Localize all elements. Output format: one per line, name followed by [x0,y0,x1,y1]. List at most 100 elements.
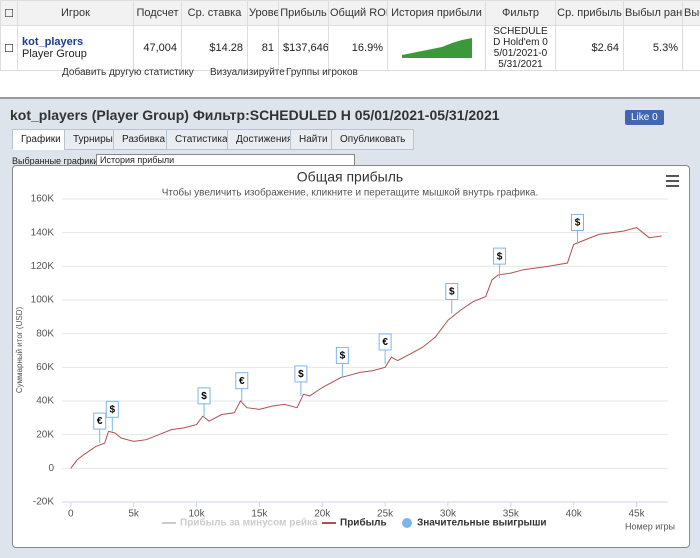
legend-symbol [402,518,412,528]
checkbox[interactable]: ☐ [0,0,18,26]
header[interactable]: Выбыл рано [623,0,683,26]
x-tick-label: 35k [503,509,520,520]
flag-label: $ [449,287,455,298]
x-tick-label: 15k [251,509,268,520]
chart-title: Общая прибыль [297,169,403,185]
flag-box [93,412,107,430]
header[interactable]: История прибыли [387,0,486,26]
toolbar-button[interactable]: Добавить другую статистику [62,67,194,78]
flag-box [493,247,507,265]
profit-line [70,227,662,469]
x-tick-label: 40k [566,509,583,520]
flag-label: € [382,337,388,348]
panel-title: kot_players (Player Group) Фильтр:SCHEDU… [10,107,500,123]
flag-label: $ [497,251,503,262]
sparkline [401,37,472,58]
x-tick-label: 30k [440,509,457,520]
cell: 5.3% [623,25,683,71]
cell: $14.28 [181,25,248,71]
y-tick-label: 40K [36,396,54,407]
header[interactable]: Выбы [682,0,700,26]
x-tick-label: 5k [128,509,140,520]
tab[interactable]: Найти [290,129,337,150]
header[interactable]: Игрок [17,0,134,26]
legend-item: Прибыль [340,517,387,529]
x-tick-label: 45k [629,509,646,520]
flag-box [335,346,349,364]
y-tick-label: 120K [31,261,55,272]
flag-box [235,372,249,390]
flag: $ [294,365,308,396]
player-cell: kot_players Player Group [17,25,134,71]
flag-box [105,400,119,418]
x-axis-label: Номер игры [625,521,675,531]
header[interactable]: Прибыль [278,0,329,26]
player-link[interactable]: kot_players [22,36,84,48]
flag-box [445,282,459,300]
like-button[interactable]: Like 0 [625,110,664,125]
tab[interactable]: Графики [12,129,70,150]
flag-label: € [239,376,245,387]
tab[interactable]: Разбивка [113,129,175,150]
flag: $ [105,400,119,432]
sparkline-cell [387,25,486,71]
header[interactable]: Подсчет [133,0,182,26]
flag-box [197,387,211,405]
flag-label: $ [298,369,304,380]
cell: $2.64 [555,25,624,71]
y-tick-label: 80K [36,328,54,339]
header[interactable]: Ср. прибыль [555,0,624,26]
chart-subtitle: Чтобы увеличить изображение, кликните и … [162,187,539,199]
y-tick-label: 0 [48,463,54,474]
header[interactable]: Общий ROI [328,0,388,26]
flag-label: € [97,416,103,427]
flag-label: $ [340,351,346,362]
tab[interactable]: Статистика [166,129,237,150]
flag: $ [445,282,459,314]
x-tick-label: 20k [314,509,331,520]
y-tick-label: 60K [36,362,54,373]
cell: 47,004 [133,25,182,71]
tab[interactable]: Опубликовать [331,129,415,150]
like-count: 0 [652,112,658,123]
cell: 16.9% [328,25,388,71]
x-tick-label: 25k [377,509,394,520]
y-tick-label: 160K [31,194,55,205]
checkbox[interactable]: ☐ [0,25,18,71]
toolbar-button[interactable]: Группы игроков [286,67,358,78]
flag: $ [570,213,584,245]
menu-button[interactable] [666,175,679,187]
toolbar-button[interactable]: Визуализируйте [210,67,285,78]
flag: € [93,412,107,444]
y-axis-label: Суммарный итог (USD) [15,307,24,394]
header[interactable]: Фильтр [485,0,556,26]
header[interactable]: Урове [247,0,279,26]
y-tick-label: 20K [36,429,54,440]
flag: $ [335,346,349,378]
stats-table: ☐ Игрок Подсчет Ср. ставка Урове Прибыль… [0,0,700,71]
x-tick-label: 0 [68,509,74,520]
like-text: Like [631,112,650,123]
y-tick-label: 140K [31,227,55,238]
header[interactable]: Ср. ставка [181,0,248,26]
selector-label: Выбранные графики: [12,156,101,166]
flag-box [294,365,308,383]
legend-item: Значительные выигрыши [417,518,547,529]
flag: € [235,372,249,403]
chart: Общая прибыль Чтобы увеличить изображени… [15,169,679,531]
flag-label: $ [201,391,207,402]
y-tick-label: 100K [31,295,55,306]
y-tick-label: -20K [33,497,54,508]
cell: $137,646 [278,25,329,71]
flag: $ [197,387,211,418]
cell: SCHEDULED Hold'em 05/01/2021-05/31/2021 [485,25,556,71]
flag-box [378,333,392,351]
group: Player Group [22,48,87,60]
flag-label: $ [110,404,116,415]
cell: 81 [247,25,279,71]
flag-box [570,213,584,231]
flag-label: $ [575,218,581,229]
cell [682,25,700,71]
tab[interactable]: Турниры [64,129,122,150]
